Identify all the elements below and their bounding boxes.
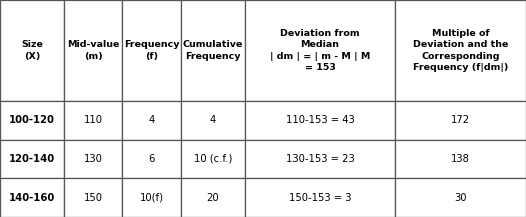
Bar xyxy=(123,101,181,140)
Text: 4: 4 xyxy=(210,115,216,125)
Bar xyxy=(64,101,123,140)
Bar xyxy=(123,178,181,217)
Text: 130-153 = 23: 130-153 = 23 xyxy=(286,154,355,164)
Text: Mid-value
(m): Mid-value (m) xyxy=(67,40,119,61)
Bar xyxy=(0,0,64,101)
Text: Size
(X): Size (X) xyxy=(21,40,43,61)
Bar xyxy=(181,178,245,217)
Text: 172: 172 xyxy=(451,115,470,125)
Text: 10 (c.f.): 10 (c.f.) xyxy=(194,154,232,164)
Bar xyxy=(181,140,245,178)
Bar xyxy=(395,140,526,178)
Text: 150: 150 xyxy=(84,193,103,203)
Text: 140-160: 140-160 xyxy=(9,193,55,203)
Text: 10(f): 10(f) xyxy=(140,193,164,203)
Text: 100-120: 100-120 xyxy=(9,115,55,125)
Bar xyxy=(64,178,123,217)
Text: 6: 6 xyxy=(148,154,155,164)
Bar xyxy=(395,101,526,140)
Bar xyxy=(245,140,395,178)
Text: 130: 130 xyxy=(84,154,103,164)
Bar xyxy=(64,0,123,101)
Text: 150-153 = 3: 150-153 = 3 xyxy=(289,193,351,203)
Bar xyxy=(395,178,526,217)
Text: 120-140: 120-140 xyxy=(9,154,55,164)
Bar xyxy=(245,178,395,217)
Bar xyxy=(181,101,245,140)
Text: 30: 30 xyxy=(454,193,467,203)
Bar xyxy=(245,101,395,140)
Bar xyxy=(64,140,123,178)
Text: 138: 138 xyxy=(451,154,470,164)
Text: 4: 4 xyxy=(148,115,155,125)
Bar xyxy=(181,0,245,101)
Text: 110: 110 xyxy=(84,115,103,125)
Text: Multiple of
Deviation and the
Corresponding
Frequency (f|dm|): Multiple of Deviation and the Correspond… xyxy=(413,29,508,72)
Bar xyxy=(0,178,64,217)
Bar xyxy=(123,140,181,178)
Bar xyxy=(123,0,181,101)
Bar xyxy=(245,0,395,101)
Text: 110-153 = 43: 110-153 = 43 xyxy=(286,115,355,125)
Text: Frequency
(f): Frequency (f) xyxy=(124,40,179,61)
Text: Deviation from
Median
| dm | = | m - M | M
= 153: Deviation from Median | dm | = | m - M |… xyxy=(270,29,370,72)
Text: Cumulative
Frequency: Cumulative Frequency xyxy=(183,40,243,61)
Bar xyxy=(395,0,526,101)
Bar xyxy=(0,140,64,178)
Text: 20: 20 xyxy=(207,193,219,203)
Bar xyxy=(0,101,64,140)
